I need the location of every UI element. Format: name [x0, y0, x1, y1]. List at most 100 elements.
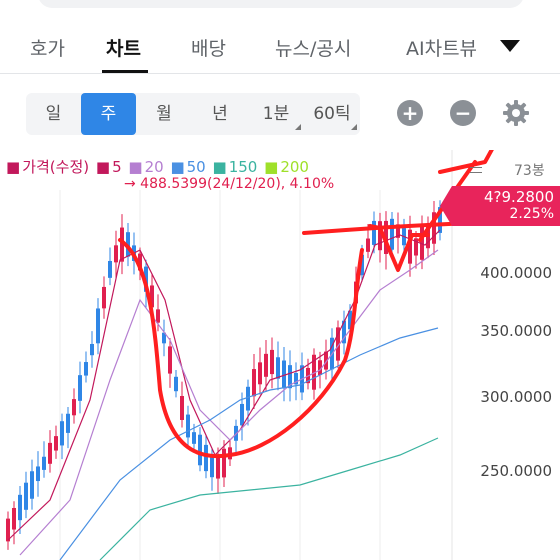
candle-body	[36, 466, 40, 482]
candle-body	[48, 442, 52, 464]
legend-price-label: 가격(수정)	[22, 158, 90, 176]
candle-body	[312, 354, 316, 390]
minus-circle-icon: −	[454, 101, 472, 125]
period-month[interactable]: 월	[136, 93, 192, 135]
candle-body	[348, 310, 352, 330]
candle-body	[336, 327, 340, 361]
period-1min-label: 1분	[262, 104, 290, 124]
candle-body	[420, 224, 424, 260]
zoom-out-button[interactable]: −	[450, 100, 476, 126]
y-tick-label: 250.0000	[480, 462, 552, 480]
legend-ma5-label: 5	[112, 158, 122, 176]
period-day[interactable]: 일	[26, 93, 81, 135]
ma50-line	[59, 327, 439, 560]
candle-body	[378, 221, 382, 251]
legend-ma50-icon: ■	[170, 158, 185, 176]
gear-icon[interactable]	[502, 99, 530, 127]
candle-body	[396, 224, 400, 238]
hand-drawn-handle-curve	[368, 224, 430, 272]
candle-body	[360, 254, 364, 276]
period-week[interactable]: 주	[81, 93, 136, 135]
candle-body	[54, 436, 58, 451]
period-year[interactable]: 년	[192, 93, 248, 135]
candle-body	[84, 362, 88, 376]
caret-down-icon[interactable]	[500, 40, 520, 52]
candle-body	[24, 482, 28, 510]
candle-body	[366, 238, 370, 252]
submenu-corner-icon	[351, 124, 357, 130]
high-marker-text: → 488.5399(24/12/20), 4.10%	[124, 176, 335, 192]
candle-body	[198, 434, 202, 466]
price-chart[interactable]	[0, 150, 560, 560]
candle-body	[156, 309, 160, 323]
legend-ma50-label: 50	[186, 158, 206, 176]
candle-body	[78, 375, 82, 401]
ma5-line	[7, 229, 441, 541]
candle-body	[42, 456, 46, 470]
period-1min[interactable]: 1분	[248, 93, 304, 135]
candle-body	[168, 346, 172, 374]
candle-body	[414, 238, 418, 256]
tab-bar: 호가 차트 배당 뉴스/공시 AI차트뷰	[0, 28, 560, 74]
candle-body	[252, 369, 256, 397]
tab-orderbook[interactable]: 호가	[30, 38, 65, 60]
candle-body	[222, 448, 226, 478]
period-day-label: 일	[45, 104, 62, 124]
ma150-line	[99, 437, 439, 560]
candle-body	[282, 360, 286, 388]
candle-body	[90, 343, 94, 356]
tab-news[interactable]: 뉴스/공시	[275, 38, 352, 60]
period-selector: 일 주 월 년 1분 60틱	[26, 93, 360, 135]
legend-ma200-label: 200	[280, 158, 309, 176]
period-year-label: 년	[212, 104, 228, 124]
candle-body	[138, 253, 142, 271]
y-tick-label: 350.0000	[480, 322, 552, 340]
menu-lines-icon[interactable]	[470, 167, 482, 173]
current-price-change: 2.25%	[509, 206, 554, 222]
ma20-line	[19, 249, 439, 556]
candle-body	[12, 507, 16, 530]
candle-body	[66, 413, 70, 433]
candle-body	[162, 332, 166, 344]
candle-body	[6, 518, 10, 542]
period-60tick[interactable]: 60틱	[304, 93, 360, 135]
candle-body	[204, 444, 208, 472]
current-price-value: 4?9.2800	[484, 188, 554, 206]
candle-body	[276, 357, 280, 379]
period-month-label: 월	[156, 104, 172, 124]
candle-body	[372, 220, 376, 245]
candle-body	[96, 308, 100, 344]
tab-dividend[interactable]: 배당	[191, 38, 226, 60]
tab-chart[interactable]: 차트	[106, 38, 141, 60]
candle-body	[288, 365, 292, 389]
candle-body	[174, 376, 178, 392]
candle-body	[186, 414, 190, 438]
chart-legend: ■ 가격(수정) ■ 5 ■ 20 ■ 50 ■ 150 ■ 200	[6, 156, 311, 177]
candle-body	[318, 360, 322, 376]
candle-body	[246, 386, 250, 411]
legend-ma150-label: 150	[228, 158, 258, 176]
candle-body	[108, 260, 112, 278]
candle-body	[216, 456, 220, 479]
period-60tick-label: 60틱	[313, 104, 351, 124]
top-bar-remnant	[38, 0, 524, 8]
candle-body	[150, 285, 154, 308]
candle-body	[408, 229, 412, 264]
legend-price-icon: ■	[6, 158, 21, 176]
tab-ai-chart-view[interactable]: AI차트뷰	[406, 38, 478, 60]
candle-body	[390, 218, 394, 250]
candle-body	[324, 351, 328, 370]
candle-body	[294, 372, 298, 385]
candle-body	[432, 212, 436, 244]
y-tick-label: 300.0000	[480, 388, 552, 406]
zoom-in-button[interactable]: +	[397, 100, 423, 126]
candle-body	[102, 286, 106, 309]
candle-body	[30, 471, 34, 499]
candle-body	[270, 349, 274, 375]
candle-body	[264, 353, 268, 377]
candle-body	[192, 432, 196, 444]
active-tab-indicator	[102, 70, 148, 73]
plus-circle-icon: +	[401, 101, 419, 125]
candle-body	[114, 245, 118, 263]
